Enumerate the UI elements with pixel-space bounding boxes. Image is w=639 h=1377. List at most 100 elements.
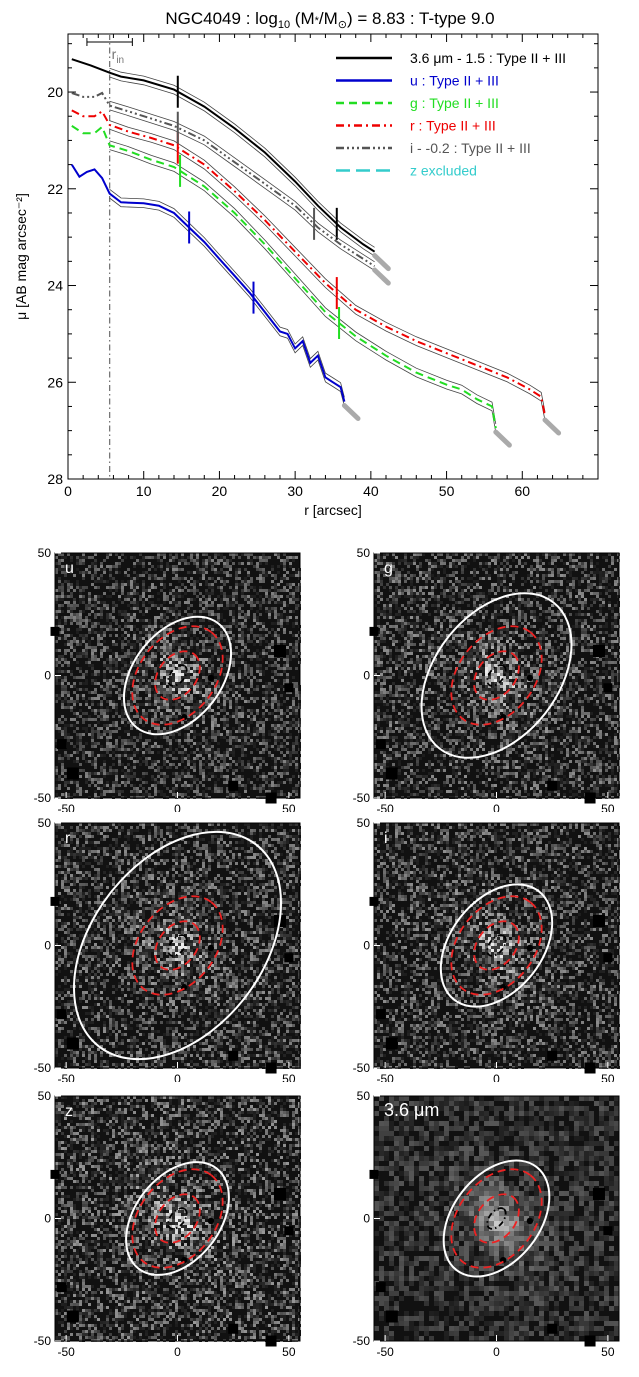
- legend-entry: g : Type II + III: [410, 95, 499, 111]
- legend-entry: r : Type II + III: [410, 118, 496, 134]
- masked-star: [207, 1217, 215, 1225]
- masked-star: [66, 1310, 79, 1323]
- x-tick-label: 40: [363, 483, 379, 499]
- y-tick-label: 50: [357, 548, 371, 560]
- y-tick-label: 0: [44, 1212, 51, 1226]
- image-noise: [374, 1096, 619, 1341]
- y-tick-label: -50: [353, 1061, 371, 1075]
- y-tick-label: 50: [38, 548, 52, 560]
- disc-ellipse-outer: [450, 625, 543, 726]
- y-tick-label: 0: [363, 939, 370, 953]
- disc-ellipse-outer: [131, 1168, 224, 1269]
- profile-u: [70, 164, 346, 402]
- error-band-g: [493, 429, 512, 448]
- masked-star: [603, 683, 613, 693]
- x-tick-label: 0: [493, 802, 500, 812]
- x-tick-label: -50: [57, 1072, 75, 1082]
- x-tick-label: -50: [376, 802, 394, 812]
- legend-entry: u : Type II + III: [410, 73, 499, 89]
- masked-star: [284, 1226, 294, 1236]
- legend-entry: z excluded: [410, 163, 477, 179]
- rin-ellipse: [486, 934, 507, 957]
- fit-line-r: [109, 120, 546, 412]
- x-tick-label: 60: [514, 483, 530, 499]
- y-tick-label: 50: [357, 818, 371, 830]
- masked-star: [207, 674, 215, 682]
- outer-break-ellipse: [125, 1161, 230, 1276]
- fit-line-u: [109, 188, 345, 398]
- band-label: i: [384, 830, 388, 847]
- y-axis-label: μ [AB mag arcsec⁻²]: [13, 193, 29, 320]
- outer-break-ellipse: [420, 592, 573, 759]
- disc-ellipse-inner: [473, 920, 520, 971]
- y-tick-label: 50: [38, 818, 52, 830]
- x-tick-label: -50: [376, 1345, 394, 1359]
- x-tick-label: 0: [174, 1345, 181, 1359]
- x-tick-label: 0: [64, 483, 72, 499]
- image-noise: [55, 553, 301, 799]
- surface-brightness-profile-chart: NGC4049 : log10 (M*/M⊙) = 8.83 : T-type …: [13, 9, 599, 518]
- image-panel-i: -50 -50 0 0 50 50 i: [320, 818, 639, 1082]
- disc-ellipse-outer: [450, 1168, 543, 1269]
- masked-star: [273, 1188, 286, 1200]
- masked-star: [273, 645, 286, 657]
- fit-line-i: [109, 100, 375, 263]
- y-tick-label: -50: [353, 1334, 371, 1348]
- y-tick-label: 50: [357, 1091, 371, 1103]
- masked-star: [284, 953, 294, 963]
- masked-star: [526, 674, 534, 682]
- error-band-i: [372, 267, 391, 286]
- masked-star: [66, 767, 79, 780]
- masked-star: [228, 780, 239, 791]
- masked-star: [66, 1037, 79, 1050]
- x-tick-label: 0: [493, 1072, 500, 1082]
- masked-star: [547, 1323, 558, 1334]
- rin-label: rin: [112, 46, 124, 66]
- legend-entry: i - -0.2 : Type II + III: [410, 140, 531, 156]
- masked-star: [526, 1217, 534, 1225]
- y-tick-label: 22: [47, 181, 63, 197]
- masked-star: [385, 1037, 398, 1050]
- rin-ellipse: [167, 664, 188, 687]
- masked-star: [228, 1050, 239, 1061]
- band-label: z: [65, 1103, 73, 1120]
- x-tick-label: 50: [601, 802, 615, 812]
- y-tick-label: -50: [34, 1061, 52, 1075]
- y-tick-label: 24: [47, 278, 63, 294]
- masked-star: [375, 739, 386, 750]
- disc-ellipse-inner: [154, 920, 201, 971]
- x-tick-label: 50: [282, 802, 296, 812]
- masked-star: [375, 1009, 386, 1020]
- masked-star: [592, 645, 605, 657]
- y-tick-label: 0: [44, 669, 51, 683]
- disc-ellipse-inner: [473, 1193, 520, 1244]
- masked-star: [207, 944, 215, 952]
- masked-star: [228, 1323, 239, 1334]
- masked-star: [526, 944, 534, 952]
- error-band-u: [341, 403, 361, 421]
- band-label: 3.6 μm: [384, 1100, 439, 1120]
- masked-star: [547, 780, 558, 791]
- outer-break-ellipse: [122, 615, 233, 736]
- image-panel-g: -50 -50 0 0 50 50 g: [320, 548, 639, 812]
- y-tick-label: 50: [38, 1091, 52, 1103]
- disc-ellipse-outer: [450, 895, 543, 996]
- masked-star: [547, 1050, 558, 1061]
- x-tick-label: 10: [136, 483, 152, 499]
- profile-i: [71, 91, 376, 268]
- masked-star: [56, 1009, 67, 1020]
- profile-g: [71, 125, 497, 429]
- error-band-r: [542, 417, 562, 436]
- fit-line-3.6: [109, 76, 375, 257]
- x-tick-label: -50: [57, 802, 75, 812]
- y-tick-label: 28: [47, 471, 63, 487]
- disc-ellipse-inner: [154, 650, 201, 701]
- rin-ellipse: [486, 664, 507, 687]
- y-tick-label: -50: [34, 791, 52, 805]
- x-axis-label: r [arcsec]: [304, 502, 362, 518]
- legend-entry: 3.6 μm - 1.5 : Type II + III: [410, 50, 566, 66]
- y-tick-label: -50: [353, 791, 371, 805]
- band-label: u: [65, 560, 74, 577]
- masked-star: [385, 1310, 398, 1323]
- x-tick-label: 0: [174, 1072, 181, 1082]
